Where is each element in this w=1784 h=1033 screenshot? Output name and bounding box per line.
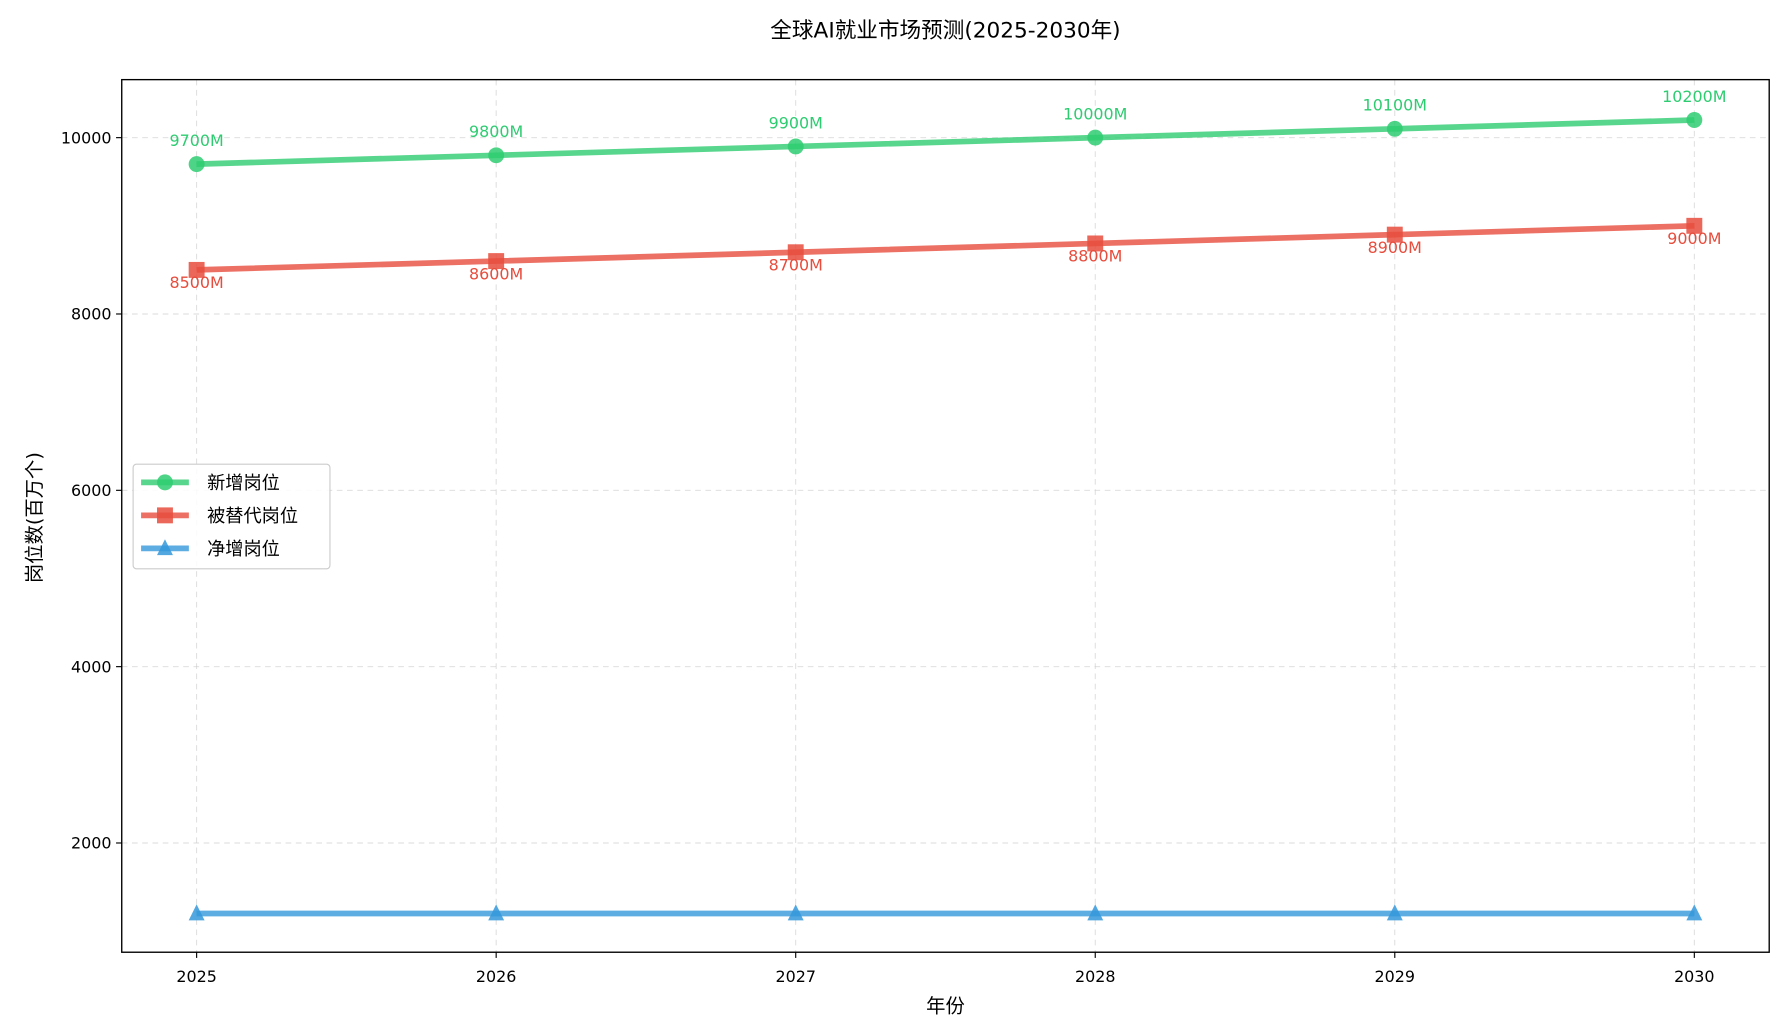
data-label: 8800M (1068, 247, 1122, 266)
data-point (488, 253, 505, 270)
data-label: 10200M (1662, 87, 1726, 106)
data-point (1686, 112, 1703, 128)
y-axis-label: 岗位数(百万个) (23, 452, 46, 583)
data-label: 9700M (170, 131, 224, 150)
data-point (188, 261, 205, 278)
plot-frame (121, 78, 1770, 953)
y-tick-label: 2000 (71, 834, 111, 853)
y-tick-label: 10000 (61, 128, 112, 147)
x-tick-label: 2027 (775, 967, 815, 986)
data-label: 9900M (769, 113, 823, 132)
legend-label: 净增岗位 (207, 539, 280, 560)
x-tick-label: 2030 (1674, 967, 1714, 986)
data-point (1386, 904, 1403, 921)
series-1: 8500M 8600M 8700M 8800M 8900M 9000M (170, 217, 1721, 292)
legend-marker (157, 539, 173, 556)
data-label: 10000M (1063, 104, 1127, 123)
legend-marker (157, 507, 173, 524)
legend-label: 新增岗位 (207, 473, 280, 494)
data-point (1087, 235, 1104, 252)
legend-label: 被替代岗位 (207, 506, 298, 527)
legend-box (132, 463, 331, 570)
data-label: 8600M (469, 264, 523, 283)
series-line (196, 117, 1695, 167)
data-point (1686, 217, 1703, 234)
x-tick-label: 2029 (1375, 967, 1415, 986)
data-point (787, 244, 804, 261)
data-point (188, 904, 205, 921)
data-label: 10100M (1363, 96, 1427, 115)
data-label: 8500M (170, 273, 224, 292)
series-2 (188, 904, 1703, 921)
x-axis-label: 年份 (926, 995, 965, 1018)
data-label: 9800M (469, 122, 523, 141)
data-point (488, 904, 505, 921)
data-point (1686, 904, 1703, 921)
y-tick-label: 8000 (71, 305, 111, 324)
data-point (488, 147, 505, 164)
data-label: 9000M (1667, 229, 1721, 248)
series-line (196, 222, 1695, 273)
x-tick-label: 2026 (476, 967, 516, 986)
y-tick-label: 6000 (71, 481, 111, 500)
y-tick-label: 4000 (71, 657, 111, 676)
y-axis: 2000 4000 6000 8000 10000 (61, 128, 122, 853)
series-layer: 9700M 9800M 9900M 10000M 10100M 10200M 8500M 86… (170, 87, 1726, 921)
data-point (1386, 120, 1403, 137)
data-point (1087, 129, 1104, 146)
chart-title: 全球AI就业市场预测(2025-2030年) (770, 19, 1120, 44)
x-tick-label: 2025 (176, 967, 216, 986)
x-tick-label: 2028 (1075, 967, 1115, 986)
x-axis: 2025 2026 2027 2028 2029 2030 (176, 952, 1715, 986)
legend-marker (157, 474, 173, 491)
data-label: 8900M (1368, 238, 1422, 257)
data-point (1386, 226, 1403, 243)
grid (121, 79, 1770, 953)
data-point (1087, 904, 1104, 921)
data-point (787, 138, 804, 155)
data-point (787, 904, 804, 921)
data-point (188, 156, 205, 173)
data-label: 8700M (769, 255, 823, 274)
series-0: 9700M 9800M 9900M 10000M 10100M 10200M (170, 87, 1726, 173)
